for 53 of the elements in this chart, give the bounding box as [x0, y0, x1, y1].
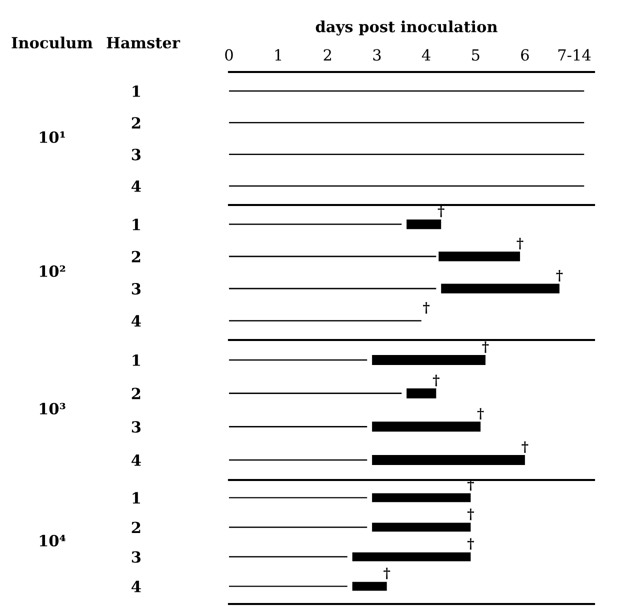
annotation: † — [482, 341, 489, 353]
x-tick-label: 4 — [422, 49, 430, 60]
y-axis-title: 10² — [40, 265, 66, 277]
x-tick-label: 0 — [225, 49, 233, 61]
bar — [438, 252, 520, 262]
x-tick-label: 2 — [324, 49, 332, 60]
bar — [372, 355, 486, 365]
bar — [406, 219, 442, 230]
annotation: † — [522, 441, 528, 453]
y-tick-label: 3 — [132, 148, 141, 160]
y-tick-label: 2 — [132, 388, 140, 400]
annotation: † — [432, 374, 440, 386]
y-tick-label: 3 — [132, 421, 141, 433]
bar — [352, 552, 471, 562]
y-tick-label: 3 — [132, 551, 141, 563]
annotation: † — [516, 238, 524, 250]
annotation: † — [467, 508, 474, 520]
bar — [352, 582, 387, 591]
y-axis-title: 10³ — [40, 402, 66, 414]
bar — [372, 422, 481, 432]
y-tick-label: 3 — [132, 283, 141, 295]
y-tick-label: 1 — [132, 218, 140, 230]
y-tick-label: 1 — [132, 354, 140, 366]
y-tick-label: 2 — [132, 522, 140, 534]
y-axis-title: 10⁴ — [40, 534, 66, 546]
x-tick-label: 6 — [521, 49, 529, 61]
annotation: † — [467, 538, 474, 550]
y-tick-label: 1 — [132, 85, 140, 97]
bar — [372, 493, 471, 502]
annotation: † — [384, 568, 390, 580]
x-tick-label: 7-14 — [558, 49, 591, 60]
annotation: † — [556, 270, 563, 282]
y-tick-label: 4 — [132, 180, 141, 192]
y-tick-label: 4 — [132, 454, 141, 466]
y-tick-label: 1 — [132, 492, 140, 504]
annotation: † — [438, 206, 444, 218]
x-tick-label: 5 — [472, 49, 480, 61]
y-tick-label: 4 — [132, 315, 141, 327]
text: Inoculum — [12, 36, 93, 48]
y-tick-label: 2 — [132, 250, 140, 262]
annotation: † — [423, 302, 430, 314]
y-tick-label: 2 — [132, 117, 140, 128]
y-axis-title: 10¹ — [40, 131, 65, 143]
y-tick-label: 4 — [132, 580, 141, 592]
x-tick-label: 3 — [373, 49, 381, 61]
text: Hamster — [106, 37, 180, 48]
bar — [406, 388, 436, 398]
bar — [372, 455, 525, 465]
bar — [372, 522, 471, 532]
annotation: † — [477, 408, 484, 420]
bar — [441, 284, 560, 294]
x-tick-label: 1 — [275, 49, 282, 60]
chart-title: days post inoculation — [316, 20, 498, 36]
